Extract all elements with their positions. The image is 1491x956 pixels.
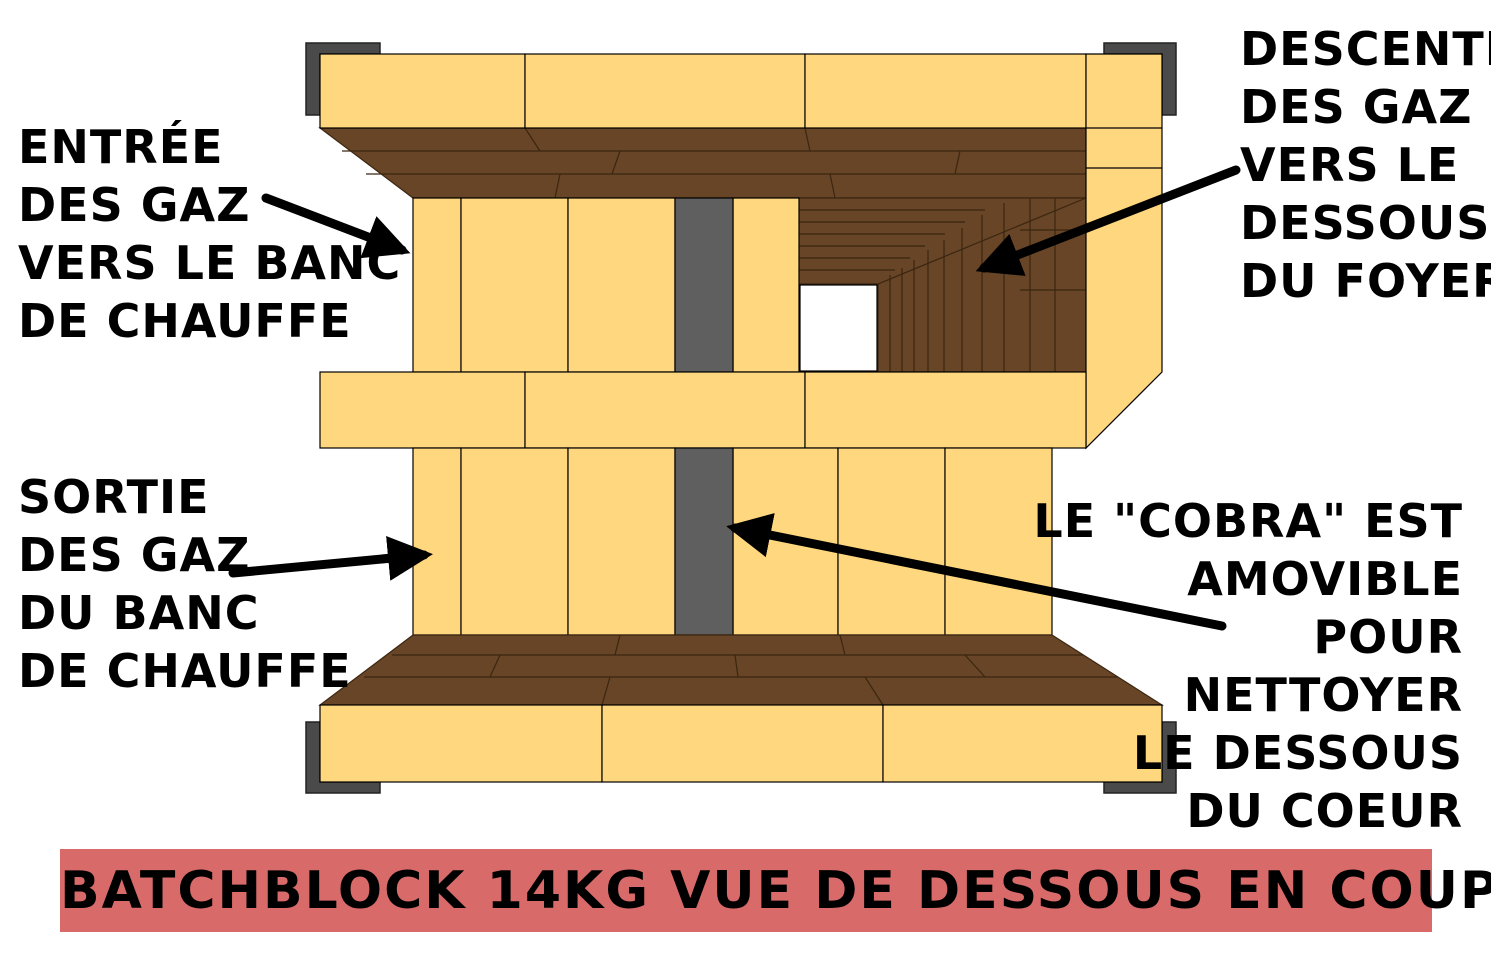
cobra-lower [674, 447, 734, 636]
arrow-sortie [228, 535, 433, 581]
label-line: LE DESSOUS [1132, 726, 1463, 780]
label-line: DU FOYER [1240, 254, 1491, 308]
top-dark-course [318, 127, 1087, 199]
label-sortie: SORTIE DES GAZ DU BANC DE CHAUFFE [18, 468, 352, 700]
top-brick-row [319, 53, 1087, 129]
upper-brick-row [412, 197, 800, 373]
label-line: VERS LE [1240, 138, 1460, 192]
label-descente: DESCENTE DES GAZ VERS LE DESSOUS DU FOYE… [1240, 20, 1491, 310]
label-line: DESCENTE [1240, 22, 1491, 76]
label-line: DU BANC [18, 586, 260, 640]
label-line: DES GAZ [18, 528, 251, 582]
label-line: AMOVIBLE [1187, 552, 1463, 606]
arrow-entree [261, 193, 411, 259]
label-line: LE "COBRA" EST [1033, 494, 1463, 548]
firebox-opening [799, 284, 878, 372]
diagram-title: BATCHBLOCK 14KG VUE DE DESSOUS EN COUPE [60, 861, 1491, 921]
label-line: ENTRÉE [18, 120, 224, 174]
label-line: DE CHAUFFE [18, 644, 352, 698]
right-side-wall [1085, 53, 1163, 450]
label-line: DES GAZ [18, 178, 251, 232]
label-cobra: LE "COBRA" EST AMOVIBLE POUR NETTOYER LE… [1033, 492, 1463, 840]
label-entree: ENTRÉE DES GAZ VERS LE BANC DE CHAUFFE [18, 118, 401, 350]
label-line: DESSOUS [1240, 196, 1491, 250]
arrow-cobra [726, 513, 1227, 631]
label-line: VERS LE BANC [18, 236, 402, 290]
label-line: DES GAZ [1240, 80, 1473, 134]
label-line: SORTIE [18, 470, 210, 524]
cobra-upper [674, 197, 734, 373]
bottom-brick-row [319, 704, 1163, 783]
label-line: POUR [1313, 610, 1463, 664]
middle-brick-row [319, 371, 1087, 449]
annotation-arrows [228, 165, 1241, 631]
label-line: DE CHAUFFE [18, 294, 352, 348]
label-line: DU COEUR [1186, 784, 1463, 838]
title-banner: BATCHBLOCK 14KG VUE DE DESSOUS EN COUPE [60, 849, 1491, 932]
arrow-descente [975, 165, 1241, 276]
label-line: NETTOYER [1183, 668, 1463, 722]
